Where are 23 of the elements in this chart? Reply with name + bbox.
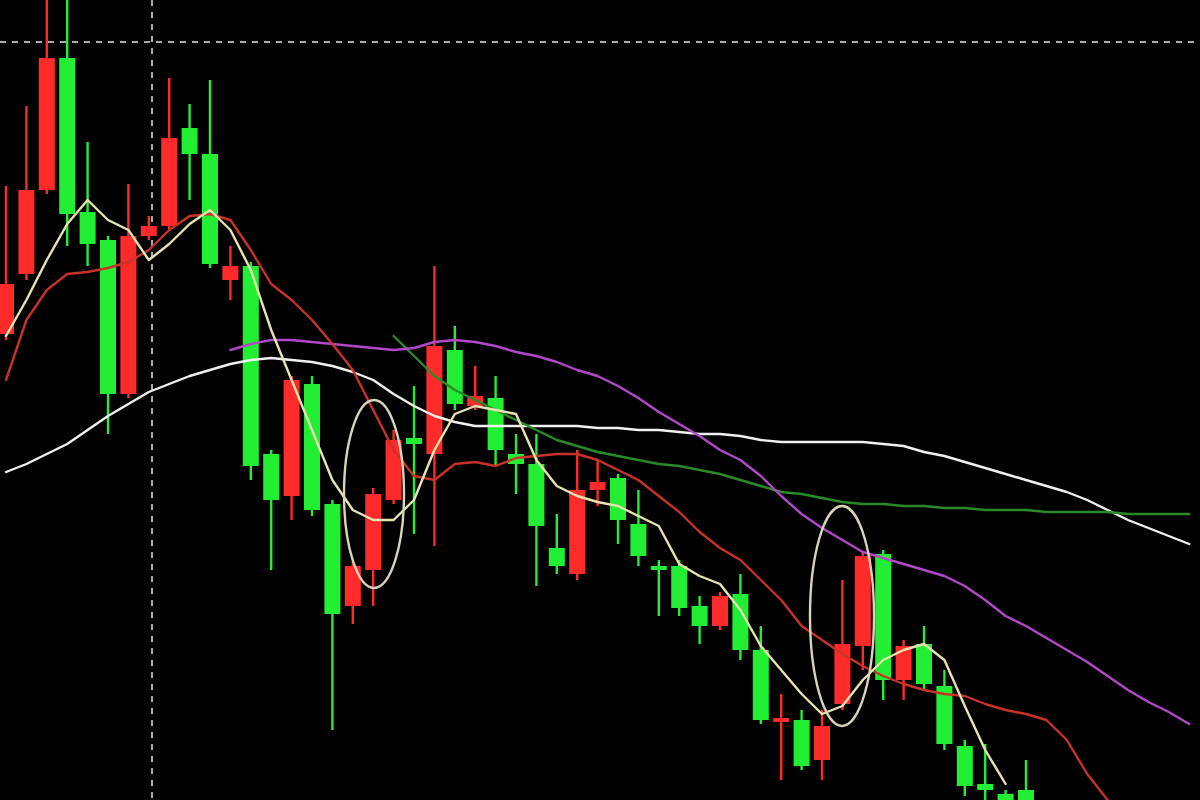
candlestick: [671, 558, 688, 618]
candlestick: [793, 708, 810, 772]
candlestick: [589, 458, 606, 508]
candlestick: [956, 738, 973, 798]
candlestick: [1018, 758, 1034, 800]
candlestick: [630, 488, 647, 568]
candlestick: [344, 560, 361, 626]
candlestick: [650, 558, 667, 618]
candlestick: [712, 590, 728, 632]
candlestick: [222, 244, 239, 302]
candlestick: [548, 512, 565, 576]
candlestick: [140, 214, 157, 242]
candlestick: [773, 692, 790, 782]
candlestick: [406, 384, 422, 536]
candlestick: [814, 708, 830, 782]
candlestick: [691, 594, 708, 646]
candlestick: [181, 102, 198, 202]
candlestick: [79, 140, 96, 268]
candlestick: [895, 638, 912, 702]
candlestick: [263, 448, 280, 572]
candlestick: [916, 624, 932, 692]
candlestick: [977, 742, 994, 800]
candlestick: [610, 472, 626, 546]
